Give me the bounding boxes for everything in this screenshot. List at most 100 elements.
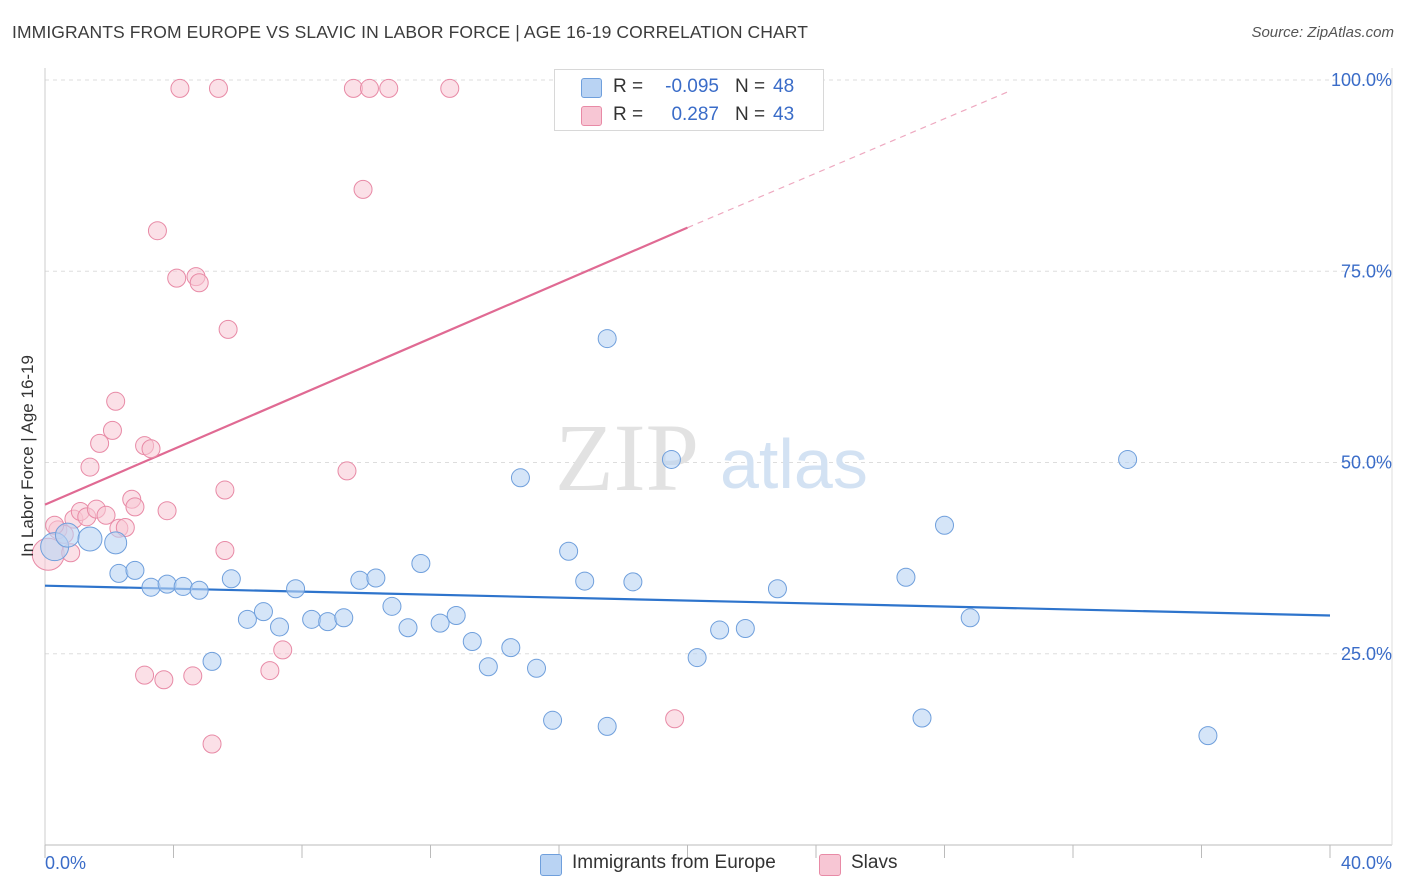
legend-row-slavs: R = 0.287 N = 43 [555, 102, 823, 128]
immigrants-point [141, 577, 161, 597]
immigrants-point [1118, 449, 1138, 469]
immigrants-point [202, 651, 222, 671]
immigrants-point [302, 609, 322, 629]
slavs-point [343, 78, 363, 98]
immigrants-point [125, 560, 145, 580]
immigrants-point [54, 522, 80, 548]
slavs-point [170, 78, 190, 98]
immigrants-point [896, 567, 916, 587]
immigrants-point [350, 570, 370, 590]
y-tick-label: 25.0% [1341, 644, 1392, 664]
immigrants-point [157, 574, 177, 594]
immigrants-point [430, 613, 450, 633]
immigrants-point [462, 632, 482, 652]
y-axis-title: In Labor Force | Age 16-19 [18, 355, 37, 557]
legend-n-label: N = [735, 104, 766, 125]
slavs-point [337, 461, 357, 481]
immigrants-point [286, 579, 306, 599]
immigrants-point [559, 541, 579, 561]
x-tick-label: 0.0% [45, 853, 86, 873]
immigrants-point [382, 596, 402, 616]
immigrants-point [710, 620, 730, 640]
immigrants-point [960, 608, 980, 628]
slavs-point [665, 709, 685, 729]
immigrants-point [597, 329, 617, 349]
slavs-point [135, 665, 155, 685]
watermark-atlas: atlas [720, 425, 868, 503]
immigrants-point [510, 468, 530, 488]
immigrants-point [543, 710, 563, 730]
legend-r-label: R = [613, 104, 644, 125]
slavs-point [215, 480, 235, 500]
slavs-point [125, 497, 145, 517]
legend-n-label: N = [735, 76, 766, 97]
immigrants-point [77, 526, 103, 552]
y-tick-label: 50.0% [1341, 453, 1392, 473]
immigrants-point [478, 657, 498, 677]
slavs-point [359, 78, 379, 98]
slavs-point [96, 505, 116, 525]
slavs-point [440, 78, 460, 98]
slavs-point [80, 457, 100, 477]
trend-line-slavs-extension [687, 90, 1009, 229]
bottom-legend-label: Slavs [851, 852, 898, 873]
legend-row-immigrants: R = -0.095 N = 48 [555, 74, 823, 100]
immigrants-point [221, 569, 241, 589]
legend-swatch-pink [581, 106, 602, 126]
legend-r-label: R = [613, 76, 644, 97]
immigrants-point [173, 576, 193, 596]
legend-swatch-blue [581, 78, 602, 98]
immigrants-point [411, 553, 431, 573]
immigrants-point [597, 716, 617, 736]
slavs-point [106, 391, 126, 411]
immigrants-point [189, 580, 209, 600]
immigrants-point [501, 638, 521, 658]
trend-line-slavs [44, 226, 688, 506]
slavs-point [154, 670, 174, 690]
trend-lines [44, 90, 1331, 617]
slavs-points [31, 78, 685, 754]
immigrants-point [661, 449, 681, 469]
legend-r-value: -0.095 [665, 76, 719, 97]
watermark: ZIP atlas [555, 404, 868, 511]
source-label: Source: ZipAtlas.com [1251, 24, 1394, 41]
immigrants-point [446, 606, 466, 625]
immigrants-point [735, 619, 755, 639]
slavs-point [102, 420, 122, 440]
bottom-legend-swatch-blue [540, 854, 562, 876]
slavs-point [379, 78, 399, 98]
immigrants-points [40, 329, 1218, 746]
slavs-point [167, 268, 187, 288]
y-tick-labels: 25.0% 50.0% 75.0% 100.0% [1331, 70, 1392, 664]
immigrants-point [527, 658, 547, 678]
slavs-point [218, 319, 238, 339]
chart-title: IMMIGRANTS FROM EUROPE VS SLAVIC IN LABO… [12, 22, 809, 42]
immigrants-point [104, 531, 128, 555]
bottom-legend-label: Immigrants from Europe [572, 852, 776, 873]
immigrants-point [767, 579, 787, 599]
slavs-point [353, 179, 373, 199]
immigrants-point [687, 648, 707, 668]
y-tick-label: 75.0% [1341, 261, 1392, 281]
legend-r-value: 0.287 [671, 104, 719, 125]
slavs-point [202, 734, 222, 754]
x-tick-labels: 0.0% 40.0% [45, 853, 1392, 873]
immigrants-point [334, 608, 354, 628]
immigrants-point [935, 515, 954, 535]
legend-n-value: 43 [773, 104, 795, 125]
immigrants-point [253, 602, 273, 622]
gridlines [45, 79, 1392, 655]
immigrants-point [1198, 726, 1218, 746]
immigrants-point [575, 571, 595, 591]
immigrants-point [270, 617, 290, 637]
slavs-point [183, 666, 203, 686]
slavs-point [260, 661, 280, 681]
slavs-point [208, 78, 228, 98]
legend-n-value: 48 [773, 76, 795, 97]
slavs-point [157, 501, 177, 521]
x-tick-label: 40.0% [1341, 853, 1392, 873]
immigrants-point [237, 609, 257, 629]
immigrants-point [623, 572, 643, 592]
y-tick-label: 100.0% [1331, 70, 1392, 90]
